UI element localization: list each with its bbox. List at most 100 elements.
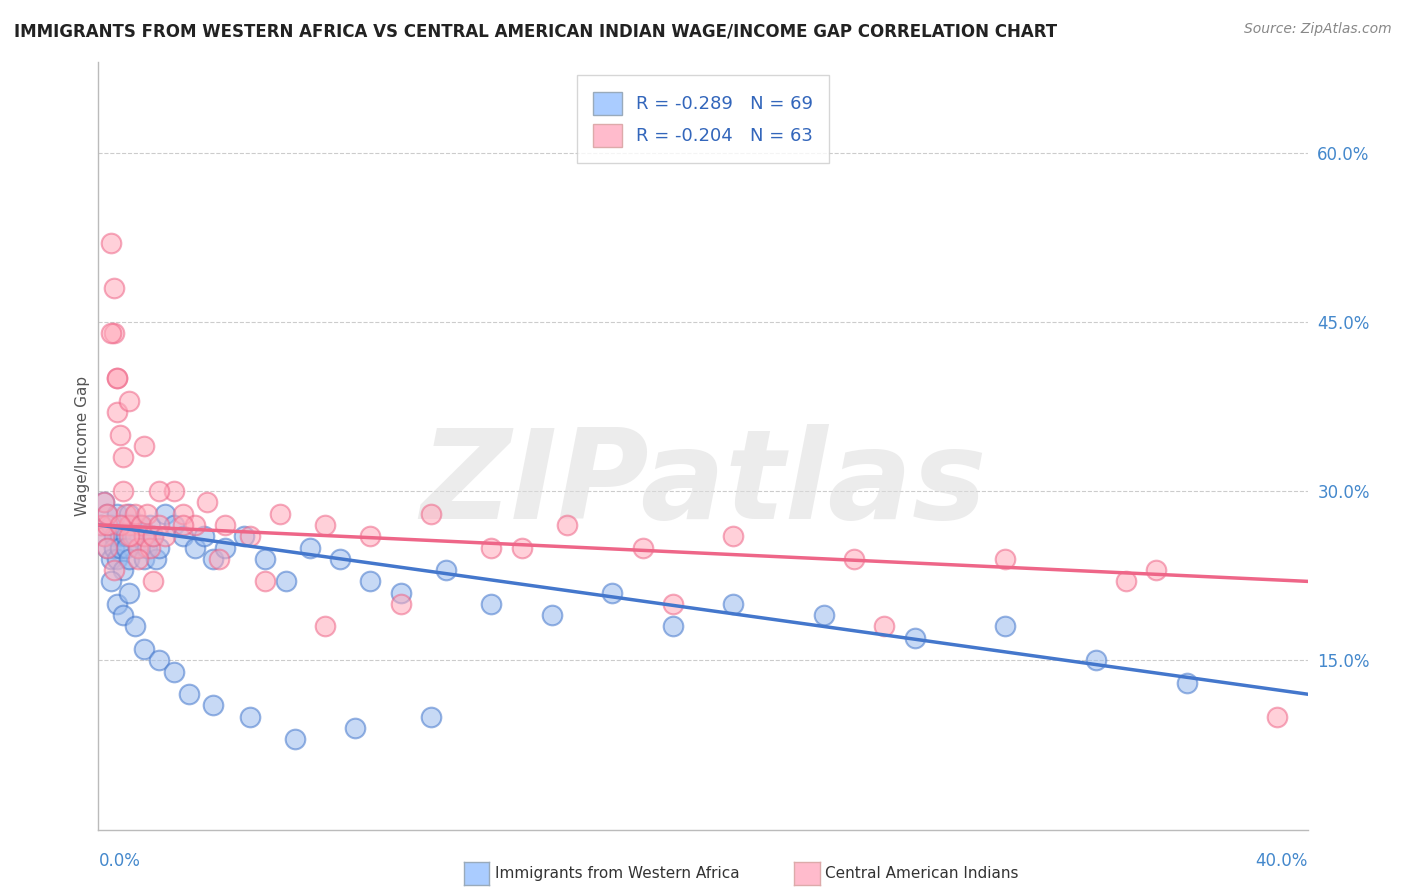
Point	[135, 507, 157, 521]
Point	[127, 541, 149, 555]
Point	[142, 529, 165, 543]
Point	[510, 541, 533, 555]
Point	[96, 507, 118, 521]
Text: IMMIGRANTS FROM WESTERN AFRICA VS CENTRAL AMERICAN INDIAN WAGE/INCOME GAP CORREL: IMMIGRANTS FROM WESTERN AFRICA VS CENTRA…	[14, 22, 1057, 40]
Point	[269, 507, 291, 521]
Point	[631, 541, 654, 555]
Text: 0.0%: 0.0%	[98, 852, 141, 870]
Point	[108, 529, 131, 543]
Point	[153, 507, 176, 521]
Point	[96, 518, 118, 533]
Point	[103, 529, 125, 543]
Point	[179, 687, 201, 701]
Point	[723, 597, 745, 611]
Point	[132, 439, 155, 453]
Point	[661, 597, 683, 611]
Point	[555, 518, 578, 533]
Point	[148, 518, 170, 533]
Point	[132, 642, 155, 657]
Point	[284, 732, 307, 747]
Point	[1175, 676, 1198, 690]
Point	[108, 518, 131, 533]
Point	[1144, 563, 1167, 577]
Point	[148, 541, 170, 555]
Point	[172, 507, 194, 521]
Point	[214, 541, 236, 555]
Point	[118, 551, 141, 566]
Point	[132, 529, 155, 543]
Point	[111, 563, 134, 577]
Point	[145, 551, 167, 566]
Point	[132, 551, 155, 566]
Point	[844, 551, 866, 566]
Point	[723, 529, 745, 543]
Point	[127, 551, 149, 566]
Point	[105, 551, 128, 566]
Point	[100, 551, 122, 566]
Point	[193, 529, 215, 543]
Point	[420, 710, 443, 724]
Text: Source: ZipAtlas.com: Source: ZipAtlas.com	[1244, 22, 1392, 37]
Point	[103, 281, 125, 295]
Point	[93, 529, 115, 543]
Point	[100, 235, 122, 250]
Point	[172, 529, 194, 543]
Point	[142, 529, 165, 543]
Point	[129, 518, 152, 533]
Point	[105, 371, 128, 385]
Text: ZIPatlas: ZIPatlas	[420, 424, 986, 545]
Point	[139, 541, 162, 555]
Point	[111, 518, 134, 533]
Point	[202, 698, 225, 713]
Point	[105, 371, 128, 385]
Point	[602, 585, 624, 599]
Point	[344, 721, 367, 735]
Point	[114, 541, 136, 555]
Point	[121, 518, 143, 533]
Point	[93, 529, 115, 543]
Point	[239, 710, 262, 724]
Point	[90, 518, 112, 533]
Point	[103, 326, 125, 341]
Point	[96, 541, 118, 555]
Point	[329, 551, 352, 566]
Point	[118, 507, 141, 521]
Point	[105, 507, 128, 521]
Point	[1085, 653, 1108, 667]
Point	[214, 518, 236, 533]
Point	[389, 585, 412, 599]
Point	[148, 484, 170, 499]
Point	[994, 619, 1017, 633]
Point	[124, 529, 146, 543]
Point	[481, 597, 503, 611]
Point	[118, 529, 141, 543]
Point	[314, 619, 336, 633]
Point	[873, 619, 896, 633]
Point	[163, 484, 186, 499]
Point	[253, 551, 276, 566]
Text: Central American Indians: Central American Indians	[825, 866, 1019, 880]
Point	[132, 529, 155, 543]
Point	[163, 665, 186, 679]
Point	[360, 574, 382, 589]
Point	[111, 450, 134, 465]
Point	[114, 507, 136, 521]
Point	[96, 507, 118, 521]
Point	[420, 507, 443, 521]
Text: Immigrants from Western Africa: Immigrants from Western Africa	[495, 866, 740, 880]
Y-axis label: Wage/Income Gap: Wage/Income Gap	[75, 376, 90, 516]
Point	[239, 529, 262, 543]
Point	[103, 563, 125, 577]
Point	[148, 653, 170, 667]
Point	[129, 518, 152, 533]
Point	[904, 631, 927, 645]
Point	[124, 507, 146, 521]
Point	[661, 619, 683, 633]
Point	[172, 518, 194, 533]
Point	[253, 574, 276, 589]
Point	[118, 393, 141, 408]
Point	[105, 405, 128, 419]
Point	[118, 585, 141, 599]
Point	[142, 574, 165, 589]
Point	[434, 563, 457, 577]
